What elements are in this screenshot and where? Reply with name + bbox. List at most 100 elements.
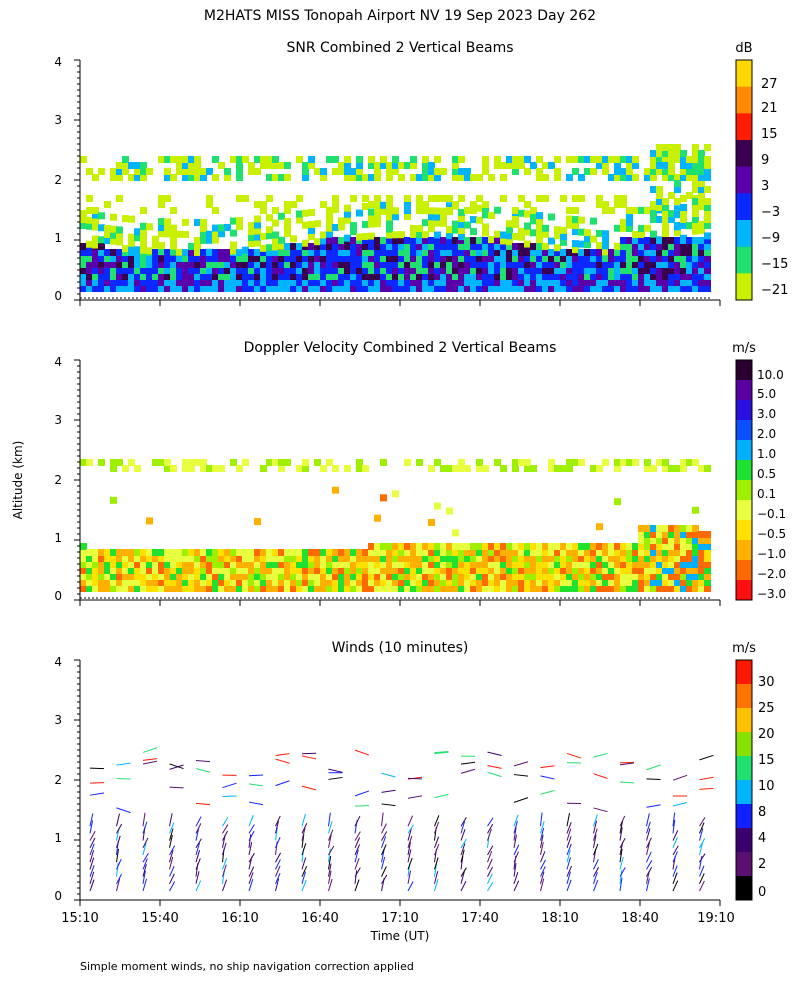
snr-cell [506,285,513,292]
snr-cell [584,229,591,237]
snr-cell [242,279,249,286]
snr-cell [224,168,231,175]
wind-barb [248,774,264,777]
snr-cell [410,279,417,286]
doppler-cell [596,573,603,580]
doppler-cell [536,543,543,550]
wind-barb [434,843,440,856]
doppler-cell [416,543,423,550]
snr-cell [446,261,453,268]
snr-cell [416,261,423,268]
snr-cell [482,201,489,208]
doppler-cell [554,561,561,568]
winds-cb-label: 25 [758,701,775,716]
snr-cell [128,215,135,223]
wind-barb [89,837,96,849]
snr-cell [98,212,105,220]
doppler-cell [530,573,537,580]
doppler-cell [686,579,693,586]
doppler-cell [320,561,327,568]
doppler-cell [98,561,105,568]
wind-barb [513,814,519,827]
doppler-cell [572,543,579,550]
wind-barb [195,759,211,763]
snr-cell [176,261,183,268]
snr-cell [224,267,231,274]
snr-cell [458,261,465,268]
snr-cell [230,156,237,163]
snr-cell [314,255,321,262]
doppler-cell [692,561,699,568]
snr-cell [572,228,579,236]
doppler-cell [218,573,225,580]
snr-cell [428,225,435,233]
snr-cell [602,207,609,214]
snr-cell [410,261,417,268]
wind-barb [540,878,545,892]
snr-cell [242,267,249,274]
doppler-cell [338,561,345,568]
doppler-cell [554,585,561,592]
wind-barb [275,815,281,827]
wind-barb [593,828,598,841]
doppler-cell [674,567,681,574]
snr-cell [182,267,189,274]
snr-cell [662,144,669,151]
doppler-cell [572,567,579,574]
snr-cell [596,241,603,249]
snr-cell [392,243,399,250]
winds-cb-label: 0 [758,885,766,900]
doppler-cell [554,465,561,472]
snr-cell [680,267,687,274]
doppler-cell [500,465,507,472]
snr-cell [416,225,423,233]
doppler-cell [620,573,627,580]
snr-cell [152,261,159,268]
snr-cell [200,249,207,256]
doppler-cell [368,549,375,556]
doppler-cell [698,465,705,472]
snr-cell [398,237,405,244]
snr-cell [350,243,357,250]
doppler-cell [434,459,441,466]
doppler-cell [332,486,339,494]
snr-cell [566,221,573,229]
doppler-cell [668,585,675,592]
snr-cell [542,255,549,262]
snr-cell [494,261,501,268]
doppler-cell [80,549,87,556]
snr-cell [578,279,585,286]
wind-barb [407,857,413,870]
snr-cell [188,261,195,268]
snr-cell [698,227,705,235]
snr-cell [494,285,501,292]
snr-cell [194,285,201,292]
doppler-cell [158,459,165,466]
doppler-cell [152,573,159,580]
y-tick-label: 0 [54,589,62,603]
doppler-cell [338,549,345,556]
snr-cell [608,273,615,280]
doppler-cell [590,549,597,556]
snr-cell [662,273,669,280]
doppler-cell [344,573,351,580]
doppler-cell [314,585,321,592]
snr-cell [272,249,279,256]
snr-cell [422,174,429,181]
snr-cell [272,156,279,163]
doppler-cell [416,555,423,562]
snr-cell [164,168,171,175]
doppler-cell [200,555,207,562]
doppler-cell [446,549,453,556]
snr-cell [206,168,213,175]
doppler-cell [572,459,579,466]
doppler-cell [572,585,579,592]
doppler-cell [110,465,117,472]
doppler-cell [206,585,213,592]
wind-barb [593,879,599,892]
wind-barb [434,751,449,755]
doppler-cell [656,567,663,574]
snr-cell [452,168,459,175]
snr-cell [494,230,501,238]
doppler-cell [476,465,483,472]
